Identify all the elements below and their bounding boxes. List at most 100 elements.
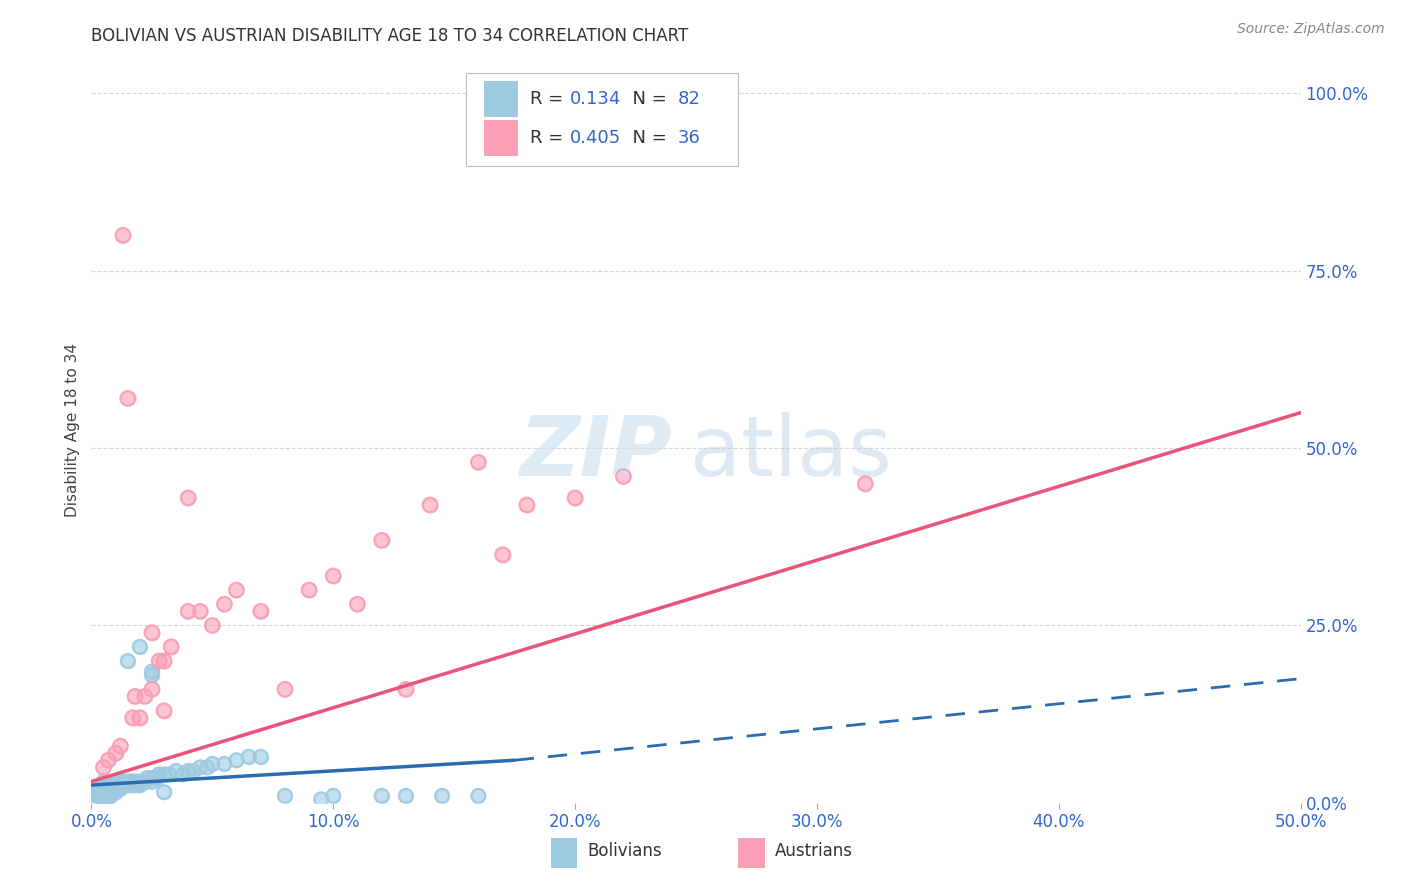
Point: [177, 764, 200, 778]
Bar: [738, 838, 765, 868]
Point: [107, 778, 129, 792]
Point: [94, 785, 117, 799]
Point: [370, 789, 392, 803]
Point: [153, 704, 176, 718]
Point: [93, 778, 115, 792]
Point: [141, 668, 163, 682]
Point: [97, 781, 120, 796]
Point: [93, 785, 115, 799]
Point: [124, 778, 146, 792]
Point: [121, 711, 143, 725]
Point: [120, 778, 142, 792]
Text: 82: 82: [678, 90, 700, 108]
Point: [467, 789, 489, 803]
Point: [117, 774, 139, 789]
Point: [153, 654, 176, 668]
Point: [214, 597, 236, 611]
Point: [165, 764, 187, 778]
Point: [225, 582, 247, 597]
Point: [309, 792, 332, 806]
Point: [110, 778, 132, 792]
Point: [148, 767, 170, 781]
Point: [94, 781, 117, 796]
Point: [141, 682, 163, 697]
Point: [93, 774, 115, 789]
Point: [141, 682, 163, 697]
Text: Bolivians: Bolivians: [588, 842, 662, 860]
Point: [172, 767, 194, 781]
Point: [90, 789, 112, 803]
Point: [124, 778, 146, 792]
Point: [148, 767, 170, 781]
Point: [148, 654, 170, 668]
Point: [225, 753, 247, 767]
Point: [249, 604, 271, 618]
Point: [104, 781, 127, 796]
Point: [177, 491, 200, 505]
Point: [177, 491, 200, 505]
Point: [153, 767, 176, 781]
Point: [93, 789, 115, 803]
Point: [87, 785, 110, 799]
Point: [101, 785, 124, 799]
Point: [111, 774, 134, 789]
Point: [100, 781, 122, 796]
Point: [117, 654, 139, 668]
Point: [188, 760, 211, 774]
Text: N =: N =: [621, 90, 672, 108]
Point: [104, 746, 127, 760]
Point: [153, 654, 176, 668]
Point: [93, 778, 115, 792]
Point: [104, 774, 127, 789]
Point: [612, 469, 634, 483]
Point: [309, 792, 332, 806]
Point: [104, 778, 127, 792]
Point: [134, 774, 156, 789]
Point: [97, 781, 120, 796]
Point: [114, 778, 136, 792]
Point: [395, 682, 418, 697]
Point: [238, 749, 260, 764]
Point: [395, 682, 418, 697]
Point: [97, 789, 120, 803]
Point: [395, 789, 418, 803]
Text: Source: ZipAtlas.com: Source: ZipAtlas.com: [1237, 22, 1385, 37]
Point: [94, 778, 117, 792]
Point: [97, 789, 120, 803]
Point: [419, 498, 441, 512]
Point: [249, 604, 271, 618]
Point: [94, 781, 117, 796]
Bar: [551, 838, 578, 868]
Point: [120, 774, 142, 789]
Point: [94, 789, 117, 803]
Point: [87, 781, 110, 796]
Point: [110, 781, 132, 796]
Point: [104, 785, 127, 799]
Point: [214, 756, 236, 771]
Point: [225, 582, 247, 597]
Point: [134, 690, 156, 704]
Point: [84, 789, 107, 803]
Point: [117, 778, 139, 792]
Point: [141, 625, 163, 640]
Point: [100, 789, 122, 803]
Text: 0.405: 0.405: [571, 128, 621, 146]
Point: [188, 604, 211, 618]
Point: [104, 774, 127, 789]
Point: [201, 756, 224, 771]
Point: [131, 774, 153, 789]
Point: [145, 771, 167, 785]
Point: [346, 597, 368, 611]
Point: [467, 455, 489, 469]
Point: [298, 582, 321, 597]
Point: [97, 753, 120, 767]
Bar: [484, 120, 519, 155]
Point: [141, 665, 163, 679]
Point: [93, 760, 115, 774]
Point: [238, 749, 260, 764]
Point: [853, 476, 876, 491]
Point: [395, 789, 418, 803]
Point: [134, 690, 156, 704]
Point: [107, 781, 129, 796]
Point: [181, 764, 204, 778]
